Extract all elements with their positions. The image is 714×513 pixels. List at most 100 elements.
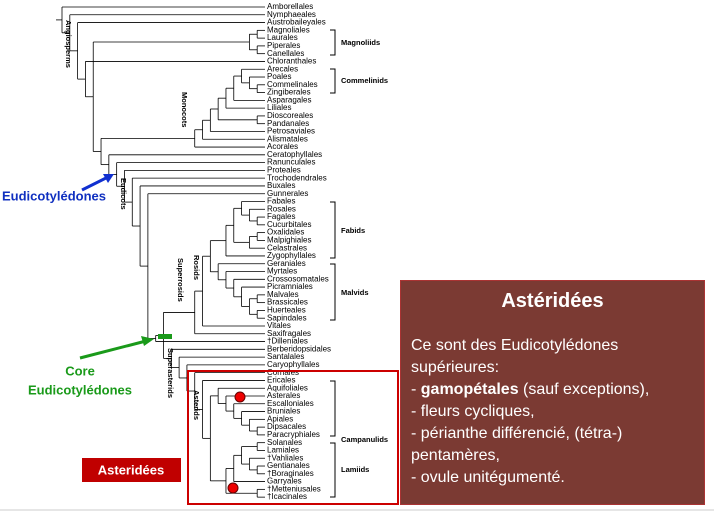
taxon-label: Commelinales [267, 80, 318, 89]
clade-label: Eudicots [119, 178, 128, 210]
info-line: - fleurs cycliques, [411, 403, 535, 420]
node-marker [234, 391, 246, 403]
taxon-label: Gentianales [267, 461, 310, 470]
taxon-label: Asterales [267, 391, 300, 400]
taxon-label: Celastrales [267, 243, 307, 252]
clade-label: Fabids [341, 226, 365, 235]
clade-label: Magnoliids [341, 38, 380, 47]
taxon-label: Gunnerales [267, 189, 308, 198]
taxon-label: Huerteales [267, 306, 306, 315]
label-box [82, 458, 181, 482]
taxon-label: Paracryphiales [267, 430, 320, 439]
taxon-label: Apiales [267, 414, 293, 423]
taxon-label: †Metteniusales [267, 484, 321, 493]
taxon-label: Canellales [267, 49, 304, 58]
taxon-label: Trochodendrales [267, 173, 327, 182]
info-line: Ce sont des Eudicotylédones [411, 337, 619, 354]
taxon-label: Dioscoreales [267, 111, 313, 120]
taxon-label: Vitales [267, 321, 291, 330]
taxon-label: Buxales [267, 181, 295, 190]
annotation: Core [65, 363, 95, 378]
taxon-label: Laurales [267, 33, 298, 42]
taxon-label: Zingiberales [267, 88, 311, 97]
taxon-label: Magnoliales [267, 25, 310, 34]
taxon-label: Aquifoliales [267, 383, 308, 392]
annotation: Asteridées [98, 462, 164, 477]
annotation: Eudicotylédones [2, 188, 106, 203]
taxon-label: Escalloniales [267, 399, 314, 408]
taxon-label: Zygophyllales [267, 251, 316, 260]
taxon-label: †Dilleniales [267, 337, 308, 346]
taxon-label: Arecales [267, 64, 298, 73]
taxon-label: Malpighiales [267, 236, 311, 245]
taxon-label: Nymphaeales [267, 10, 316, 19]
text: - [411, 381, 421, 398]
clade-label: Superrosids [176, 258, 185, 302]
core-marker [158, 334, 172, 339]
taxon-label: Sapindales [267, 313, 307, 322]
taxon-label: †Vahliales [267, 453, 303, 462]
taxon-label: Myrtales [267, 267, 297, 276]
clade-label: Lamiids [341, 465, 369, 474]
node-marker [227, 482, 239, 494]
taxon-label: Oxalidales [267, 228, 304, 237]
taxon-label: Saxifragales [267, 329, 311, 338]
taxon-label: Piperales [267, 41, 300, 50]
clade-label: Malvids [341, 288, 369, 297]
taxon-label: †Icacinales [267, 492, 307, 501]
taxon-label: Brassicales [267, 298, 308, 307]
taxon-label: Lamiales [267, 446, 299, 455]
taxon-label: Fabales [267, 197, 295, 206]
info-line: - gamopétales (sauf exceptions), [411, 379, 704, 401]
taxon-label: Rosales [267, 204, 296, 213]
clade-label: Superasterids [166, 348, 175, 398]
taxon-label: Cucurbitales [267, 220, 311, 229]
taxon-label: Bruniales [267, 407, 300, 416]
clade-label: Rosids [192, 255, 201, 280]
clade-label: Campanulids [341, 435, 388, 444]
taxon-label: Malvales [267, 290, 299, 299]
taxon-label: Poales [267, 72, 291, 81]
highlight-frame [187, 370, 399, 505]
taxon-label: Ceratophyllales [267, 150, 322, 159]
brackets [330, 29, 336, 498]
bold-text: gamopétales [420, 381, 519, 398]
taxon-label: Petrosaviales [267, 127, 315, 136]
annotation: Eudicotylédones [28, 382, 132, 397]
taxon-label: Chloranthales [267, 57, 316, 66]
clade-label: Monocots [180, 92, 189, 127]
taxon-label: Solanales [267, 438, 302, 447]
taxon-label: Austrobaileyales [267, 18, 326, 27]
taxon-label: Dipsacales [267, 422, 306, 431]
arrow [81, 175, 109, 192]
clade-label: Commelinids [341, 76, 388, 85]
taxon-label: Acorales [267, 142, 298, 151]
taxon-label: Amborellales [267, 2, 313, 11]
clade-label: Angiosperms [64, 20, 73, 68]
info-title: Astéridées [501, 290, 604, 312]
taxon-label: Crossosomatales [267, 274, 329, 283]
taxon-label: Cornales [267, 368, 299, 377]
taxon-label: Ericales [267, 376, 295, 385]
taxon-label: Alismatales [267, 134, 308, 143]
clade-label: Asterids [192, 390, 201, 420]
arrow [79, 339, 147, 360]
info-box: Astéridées Ce sont des Eudicotylédones s… [400, 280, 705, 505]
taxon-label: Pandanales [267, 119, 309, 128]
text: (sauf exceptions), [518, 381, 650, 398]
info-line: pentamères, [411, 447, 500, 464]
taxon-label: Berberidopsidales [267, 344, 331, 353]
taxon-label: Liliales [267, 103, 291, 112]
taxon-label: Ranunculales [267, 158, 315, 167]
taxon-label: Caryophyllales [267, 360, 319, 369]
taxon-label: †Boraginales [267, 469, 314, 478]
taxon-label: Garryales [267, 477, 302, 486]
taxon-label: Picramniales [267, 282, 313, 291]
info-line: supérieures: [411, 359, 500, 376]
taxon-label: Asparagales [267, 95, 311, 104]
taxon-label: Fagales [267, 212, 295, 221]
arrowhead [103, 174, 114, 183]
